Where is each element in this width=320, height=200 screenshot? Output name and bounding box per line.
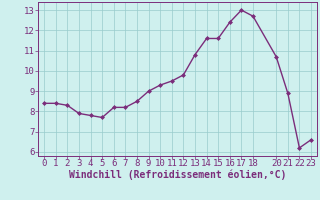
X-axis label: Windchill (Refroidissement éolien,°C): Windchill (Refroidissement éolien,°C) (69, 170, 286, 180)
